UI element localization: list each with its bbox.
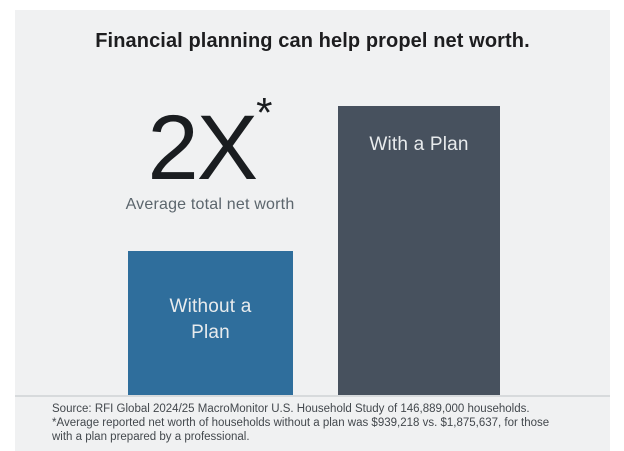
source-line-1: Source: RFI Global 2024/25 MacroMonitor … [52,403,530,415]
chart-baseline [15,395,610,397]
bar-label-without-plan: Without a Plan [169,296,252,343]
footnote-asterisk: * [256,89,273,136]
bar-with-plan: With a Plan [338,106,500,395]
infographic-panel: Financial planning can help propel net w… [15,10,610,451]
chart-title: Financial planning can help propel net w… [95,30,530,52]
bar-without-plan: Without a Plan [128,251,293,395]
multiplier-value: 2X* [45,89,375,195]
bar-label-with-plan: With a Plan [369,134,469,155]
multiplier-caption: Average total net worth [125,196,295,213]
source-line-3: with a plan prepared by a professional. [52,431,250,443]
source-footnote: Source: RFI Global 2024/25 MacroMonitor … [52,402,549,444]
multiplier-callout: 2X* Average total net worth [45,92,375,214]
source-line-2: *Average reported net worth of household… [52,417,550,429]
multiplier-number: 2X [147,97,259,199]
